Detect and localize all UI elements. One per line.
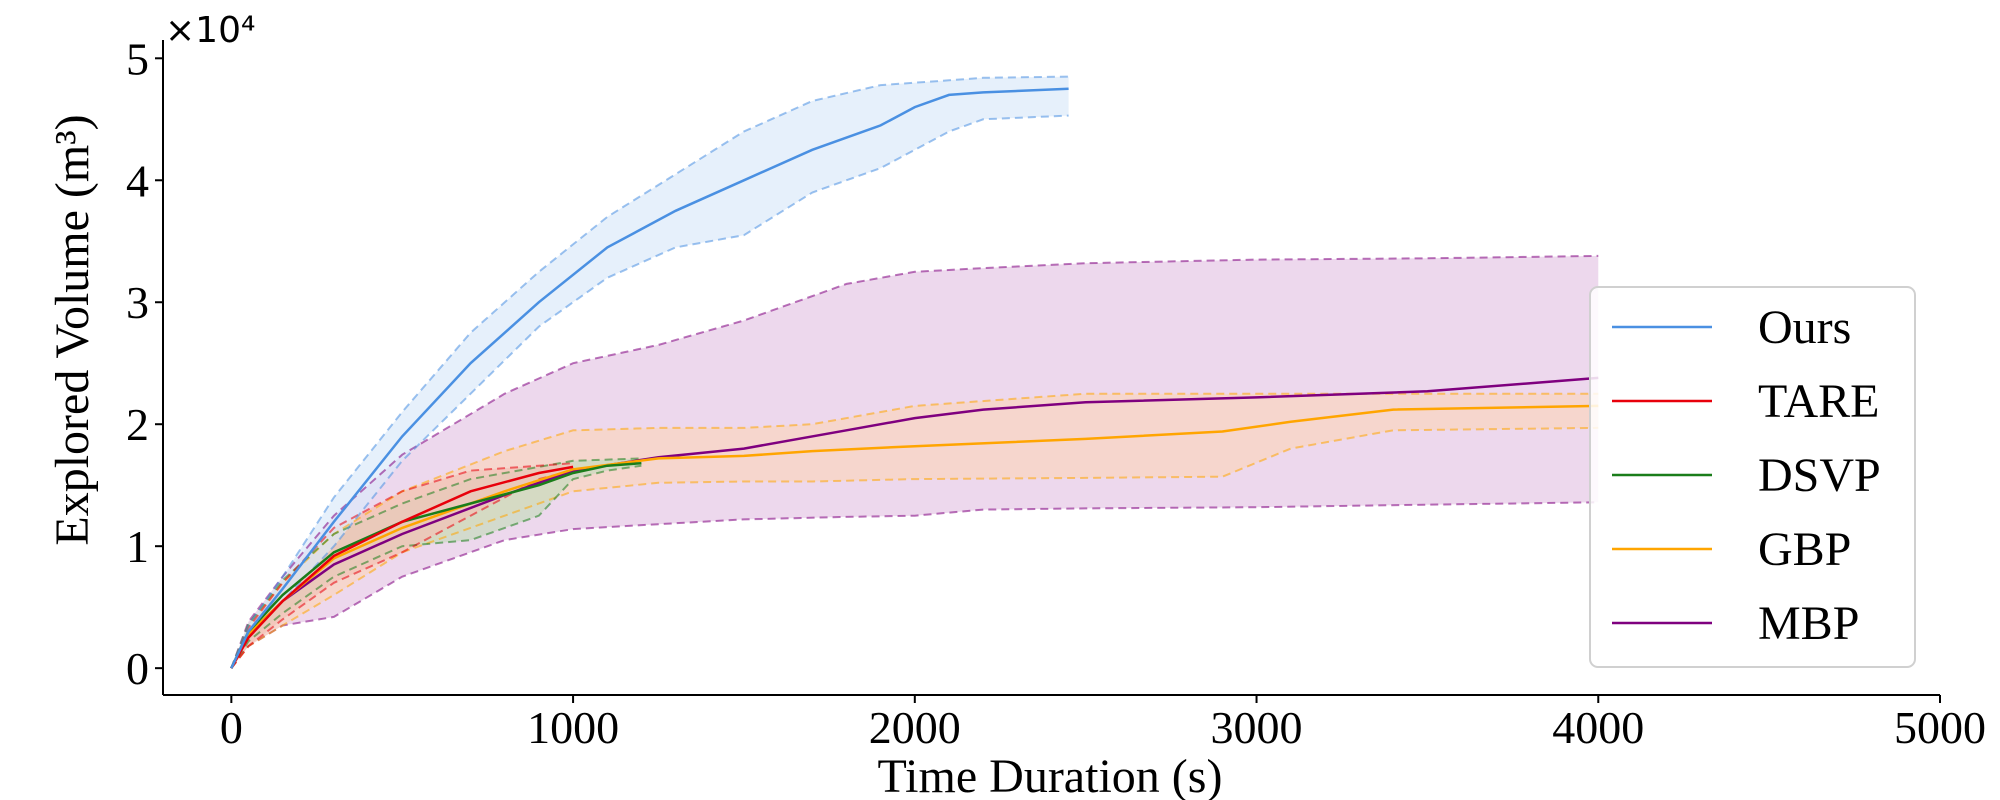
x-tick-label: 1000 [527, 702, 619, 753]
tare-mean-line [230, 465, 574, 669]
dsvp-lower-bound [230, 464, 642, 669]
legend-label-mbp: MBP [1758, 597, 1859, 650]
x-tick-label: 4000 [1552, 702, 1644, 753]
ours-upper-bound [230, 75, 1069, 669]
ticks: 0 1000 2000 3000 4000 5000 0 1 2 3 4 5 [126, 33, 1986, 753]
gbp-lower-bound [230, 426, 1599, 669]
ours-mean-line [230, 87, 1069, 669]
y-tick-label: 5 [126, 33, 149, 84]
confidence-bands [231, 76, 1599, 669]
mean-lines [230, 87, 1599, 669]
legend-label-dsvp: DSVP [1758, 449, 1881, 502]
legend-label-gbp: GBP [1758, 523, 1851, 576]
axes [162, 40, 1940, 696]
y-tick-label: 3 [126, 277, 149, 328]
x-tick-label: 0 [220, 702, 243, 753]
dsvp-mean-line [230, 461, 642, 669]
mbp-upper-bound [230, 254, 1599, 669]
x-tick-label: 2000 [869, 702, 961, 753]
ours-band [231, 76, 1069, 669]
y-tick-label: 4 [126, 155, 149, 206]
legend-label-ours: Ours [1758, 301, 1851, 354]
x-tick-label: 5000 [1894, 702, 1986, 753]
y-axis-title: Explored Volume (m³) [46, 114, 99, 545]
mbp-lower-bound [230, 501, 1599, 669]
mbp-mean-line [230, 376, 1599, 669]
tare-upper-bound [230, 462, 574, 669]
y-tick-label: 1 [126, 521, 149, 572]
y-multiplier-label: ×10⁴ [165, 10, 255, 51]
x-tick-label: 3000 [1211, 702, 1303, 753]
legend-box [1589, 286, 1916, 668]
y-tick-label: 2 [126, 399, 149, 450]
legend-label-tare: TARE [1758, 375, 1879, 428]
legend: Ours TARE DSVP GBP MBP [1589, 286, 1916, 668]
dsvp-band [231, 458, 642, 669]
x-axis-title: Time Duration (s) [878, 750, 1223, 800]
y-tick-label: 0 [126, 643, 149, 694]
